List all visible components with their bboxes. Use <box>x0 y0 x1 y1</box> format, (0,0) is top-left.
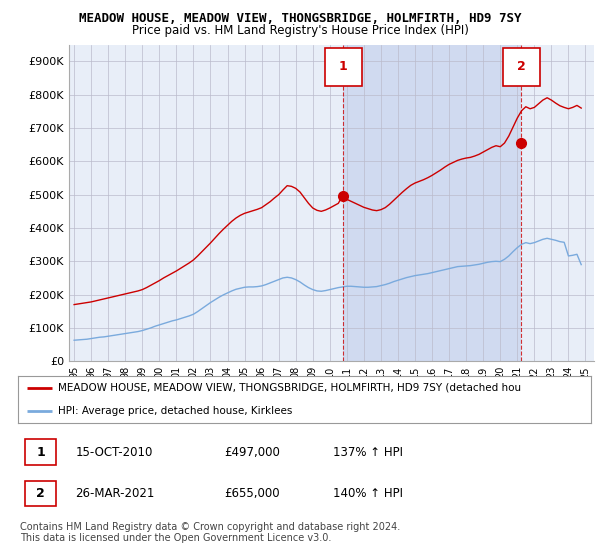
FancyBboxPatch shape <box>25 480 56 506</box>
Text: MEADOW HOUSE, MEADOW VIEW, THONGSBRIDGE, HOLMFIRTH, HD9 7SY: MEADOW HOUSE, MEADOW VIEW, THONGSBRIDGE,… <box>79 12 521 25</box>
Text: 140% ↑ HPI: 140% ↑ HPI <box>333 487 403 500</box>
FancyBboxPatch shape <box>325 48 362 86</box>
Text: £655,000: £655,000 <box>224 487 280 500</box>
Text: 137% ↑ HPI: 137% ↑ HPI <box>333 446 403 459</box>
Text: Contains HM Land Registry data © Crown copyright and database right 2024.: Contains HM Land Registry data © Crown c… <box>20 522 400 532</box>
Text: Price paid vs. HM Land Registry's House Price Index (HPI): Price paid vs. HM Land Registry's House … <box>131 24 469 36</box>
FancyBboxPatch shape <box>25 440 56 465</box>
Text: HPI: Average price, detached house, Kirklees: HPI: Average price, detached house, Kirk… <box>58 406 292 416</box>
Text: 2: 2 <box>36 487 45 500</box>
Text: This data is licensed under the Open Government Licence v3.0.: This data is licensed under the Open Gov… <box>20 533 331 543</box>
Text: 1: 1 <box>339 60 347 73</box>
Text: £497,000: £497,000 <box>224 446 280 459</box>
Bar <box>343 45 521 361</box>
Text: MEADOW HOUSE, MEADOW VIEW, THONGSBRIDGE, HOLMFIRTH, HD9 7SY (detached hou: MEADOW HOUSE, MEADOW VIEW, THONGSBRIDGE,… <box>58 383 521 393</box>
Text: 15-OCT-2010: 15-OCT-2010 <box>76 446 152 459</box>
Text: 1: 1 <box>36 446 45 459</box>
FancyBboxPatch shape <box>503 48 539 86</box>
Text: 26-MAR-2021: 26-MAR-2021 <box>76 487 155 500</box>
Text: 2: 2 <box>517 60 526 73</box>
